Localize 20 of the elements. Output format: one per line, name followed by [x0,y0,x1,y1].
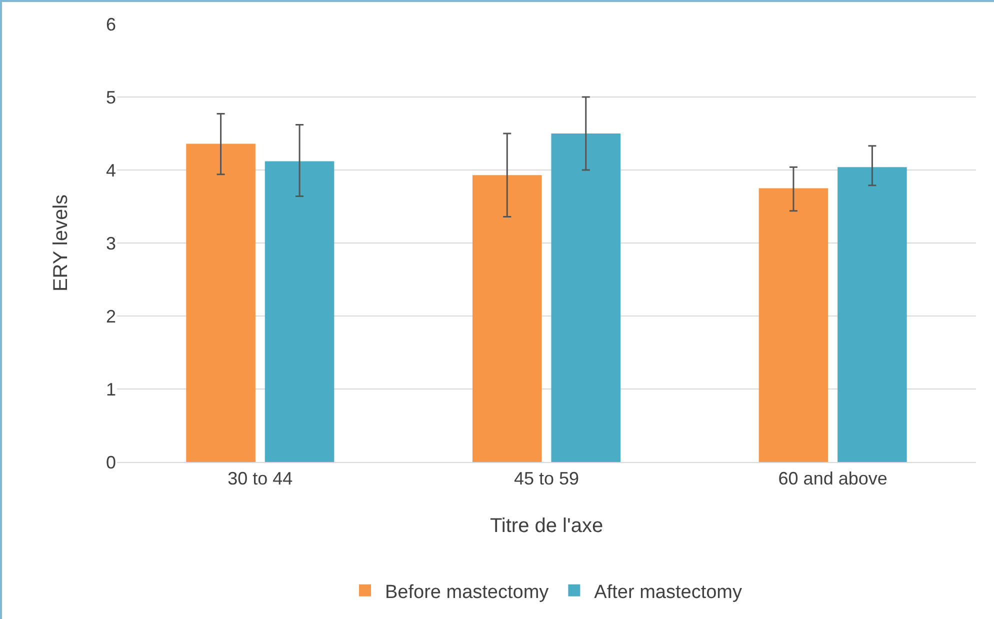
x-axis-title: Titre de l'axe [490,515,604,537]
x-tick-label: 60 and above [778,468,888,489]
bar [551,134,621,462]
y-axis-title: ERY levels [50,194,72,292]
y-tick-label: 6 [106,14,116,34]
legend-label: Before mastectomy [385,582,550,603]
y-tick-label: 0 [106,452,116,472]
bar [264,161,334,462]
bar [838,167,907,462]
bar [758,188,828,462]
y-tick-label: 1 [106,379,116,400]
legend-label: After mastectomy [594,582,742,603]
y-tick-label: 5 [106,87,116,108]
y-tick-label: 4 [106,160,116,180]
x-tick-label: 45 to 59 [514,468,580,489]
bar [186,144,256,462]
x-tick-label: 30 to 44 [228,468,293,489]
y-tick-label: 2 [106,306,116,326]
bar [472,175,542,462]
y-tick-label: 3 [106,233,116,254]
